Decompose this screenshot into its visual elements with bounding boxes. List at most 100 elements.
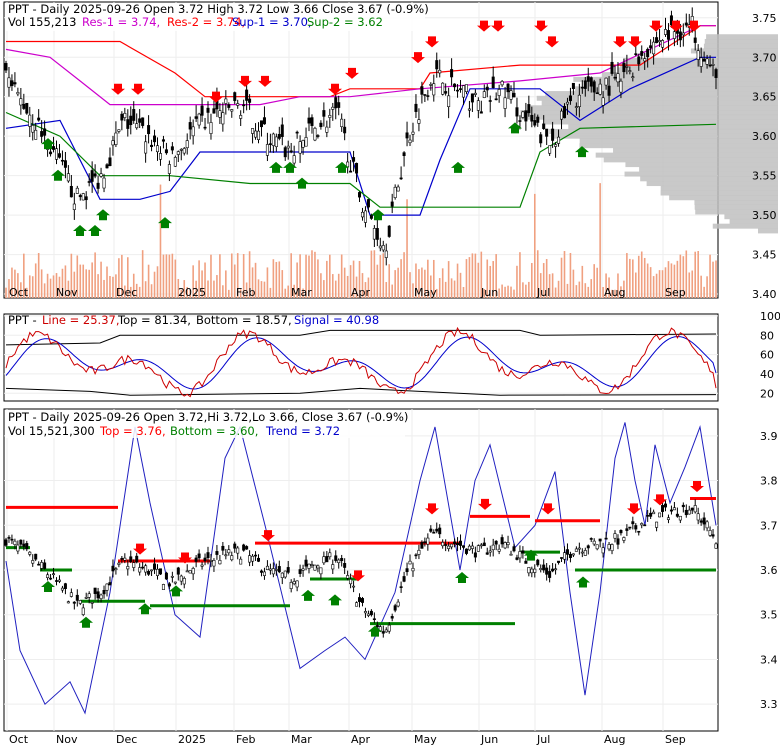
volume-bar <box>691 270 694 298</box>
candle-body <box>479 111 483 114</box>
candle-body <box>503 97 507 109</box>
volume-bar <box>112 276 114 298</box>
volume-bar <box>213 280 215 298</box>
trend-candle-body <box>420 542 424 549</box>
res2-label: Res-2 = 3.74, <box>167 15 245 29</box>
trend-candle-body <box>10 538 14 541</box>
trend-candle-body <box>99 594 103 599</box>
trend-candle-body <box>268 568 272 571</box>
volume-bar <box>492 261 494 298</box>
candle-body <box>153 135 157 143</box>
volume-bar <box>239 289 242 298</box>
trend-candle-body <box>497 548 501 552</box>
trend-candle-body <box>87 593 91 598</box>
buy-arrow <box>88 225 102 237</box>
profile-bar <box>695 209 778 215</box>
trend-candle-body <box>194 557 198 562</box>
volume-bar <box>533 193 536 298</box>
trend-candle-body <box>349 578 353 585</box>
candle-body <box>161 139 165 142</box>
buy-arrow <box>371 209 385 221</box>
trend-band-line <box>5 422 717 715</box>
candle-body <box>182 148 186 154</box>
profile-bar <box>669 195 778 201</box>
trend-candle-body <box>399 586 403 588</box>
candle-body <box>301 140 305 148</box>
candle-body <box>396 186 400 192</box>
trend-buy-arrow <box>41 580 55 592</box>
volume-bar <box>251 267 254 298</box>
sell-arrow <box>425 36 439 48</box>
volume-bar <box>305 254 307 298</box>
volume-bar <box>299 254 301 298</box>
candle-body <box>512 92 516 98</box>
stoch-tick-label: 60 <box>760 349 774 362</box>
volume-bar <box>563 251 566 298</box>
volume-bar <box>70 253 73 298</box>
trend-candle-body <box>197 553 201 559</box>
candle-body <box>358 192 362 198</box>
trend-candle-body <box>640 523 644 526</box>
trend-candle-body <box>265 565 269 571</box>
candle-body <box>31 125 35 133</box>
candle-body <box>69 185 73 198</box>
trend-buy-arrow <box>138 603 152 615</box>
trend-candle-body <box>81 607 85 615</box>
candle-body <box>84 196 88 201</box>
volume-bar <box>159 184 162 298</box>
trend-candle-body <box>355 602 359 607</box>
volume-bar <box>593 264 596 298</box>
trend-candle-body <box>114 568 118 571</box>
volume-bar <box>447 261 450 298</box>
candle-body <box>254 130 258 138</box>
sell-arrow <box>613 36 627 48</box>
candle-body <box>135 123 139 129</box>
trend-candle-body <box>562 552 566 560</box>
volume-bar <box>37 253 40 298</box>
volume-bar <box>554 287 557 298</box>
trend-candle-body <box>360 598 364 603</box>
trend-candle-body <box>248 555 252 563</box>
candle-body <box>156 145 160 153</box>
candle-body <box>360 211 364 218</box>
candle-body <box>194 116 198 119</box>
trend-candle-body <box>60 587 64 591</box>
trend-sell-arrow <box>178 552 192 564</box>
trend-candle-body <box>334 555 338 561</box>
volume-bar <box>260 281 263 298</box>
trend-candle-body <box>675 513 679 517</box>
trend-candle-body <box>191 568 195 575</box>
trend-candle-body <box>663 503 667 508</box>
volume-bar <box>266 267 269 298</box>
volume-bar <box>186 286 189 298</box>
volume-bar <box>150 284 153 298</box>
candle-body <box>78 195 82 198</box>
volume-bar <box>97 274 99 298</box>
candle-body <box>435 60 439 70</box>
trend-candle-body <box>396 601 400 607</box>
volume-bar <box>415 263 417 298</box>
candle-body <box>87 181 91 183</box>
candle-body <box>411 131 415 135</box>
candle-body <box>93 173 97 177</box>
candle-body <box>138 118 142 123</box>
volume-bar <box>222 285 224 298</box>
trend-candle-body <box>274 569 278 571</box>
candle-body <box>224 98 228 104</box>
price-x-label: Nov <box>56 286 78 299</box>
candle-body <box>405 132 409 139</box>
candle-body <box>340 118 344 127</box>
trend-candle-body <box>200 564 204 567</box>
trend-candle-body <box>262 571 266 576</box>
trend-x-axis: Oct Nov Dec 2025 Feb Mar Apr May Jun Jul Aug Sep <box>9 733 686 745</box>
trend-candle-body <box>628 526 632 529</box>
trend-candle-body <box>539 568 543 570</box>
volume-bar <box>124 285 126 298</box>
stoch-main-line <box>5 326 717 398</box>
candle-body <box>580 86 584 89</box>
sell-arrow <box>649 20 663 32</box>
trend-candle-body <box>206 552 210 558</box>
profile-bar <box>625 162 778 168</box>
volume-bar <box>263 281 266 298</box>
volume-bar <box>272 259 275 298</box>
